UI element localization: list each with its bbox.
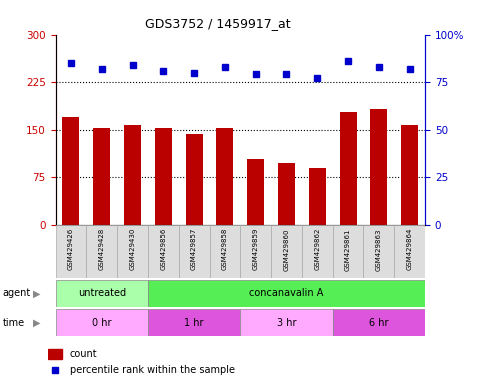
Text: count: count <box>70 349 97 359</box>
Text: agent: agent <box>2 288 30 298</box>
Text: untreated: untreated <box>78 288 126 298</box>
Bar <box>185 134 202 225</box>
Bar <box>86 225 117 278</box>
Bar <box>93 128 110 225</box>
Bar <box>155 128 172 225</box>
Bar <box>247 159 264 225</box>
Bar <box>340 112 356 225</box>
Text: 1 hr: 1 hr <box>185 318 204 328</box>
Text: GSM429858: GSM429858 <box>222 228 228 270</box>
Bar <box>124 124 141 225</box>
Text: ▶: ▶ <box>32 288 40 298</box>
Bar <box>179 225 210 278</box>
Bar <box>56 225 86 278</box>
Text: GSM429862: GSM429862 <box>314 228 320 270</box>
Bar <box>210 225 240 278</box>
Bar <box>333 225 364 278</box>
Bar <box>394 225 425 278</box>
Text: 3 hr: 3 hr <box>277 318 296 328</box>
Bar <box>148 225 179 278</box>
Text: GSM429861: GSM429861 <box>345 228 351 271</box>
Text: percentile rank within the sample: percentile rank within the sample <box>70 364 235 374</box>
Text: GSM429856: GSM429856 <box>160 228 166 270</box>
Bar <box>117 225 148 278</box>
Bar <box>364 225 394 278</box>
Text: GSM429860: GSM429860 <box>284 228 289 271</box>
Bar <box>56 309 148 336</box>
Text: GSM429863: GSM429863 <box>376 228 382 271</box>
Text: ▶: ▶ <box>32 318 40 328</box>
Bar <box>216 128 233 225</box>
Bar <box>271 225 302 278</box>
Bar <box>56 280 148 307</box>
Text: GSM429859: GSM429859 <box>253 228 259 270</box>
Text: 6 hr: 6 hr <box>369 318 389 328</box>
Text: concanavalin A: concanavalin A <box>249 288 324 298</box>
Bar <box>309 168 326 225</box>
Text: GSM429426: GSM429426 <box>68 228 74 270</box>
Bar <box>278 162 295 225</box>
Bar <box>401 124 418 225</box>
Text: time: time <box>2 318 25 328</box>
Text: GSM429428: GSM429428 <box>99 228 105 270</box>
Bar <box>241 309 333 336</box>
Text: 0 hr: 0 hr <box>92 318 112 328</box>
Bar <box>148 309 241 336</box>
Bar <box>370 109 387 225</box>
Text: GDS3752 / 1459917_at: GDS3752 / 1459917_at <box>144 17 290 30</box>
Bar <box>240 225 271 278</box>
Bar <box>302 225 333 278</box>
Bar <box>62 117 79 225</box>
Text: GSM429857: GSM429857 <box>191 228 197 270</box>
Text: GSM429430: GSM429430 <box>129 228 136 270</box>
Bar <box>48 349 62 359</box>
Bar <box>333 309 425 336</box>
Bar <box>148 280 425 307</box>
Text: GSM429864: GSM429864 <box>407 228 412 270</box>
